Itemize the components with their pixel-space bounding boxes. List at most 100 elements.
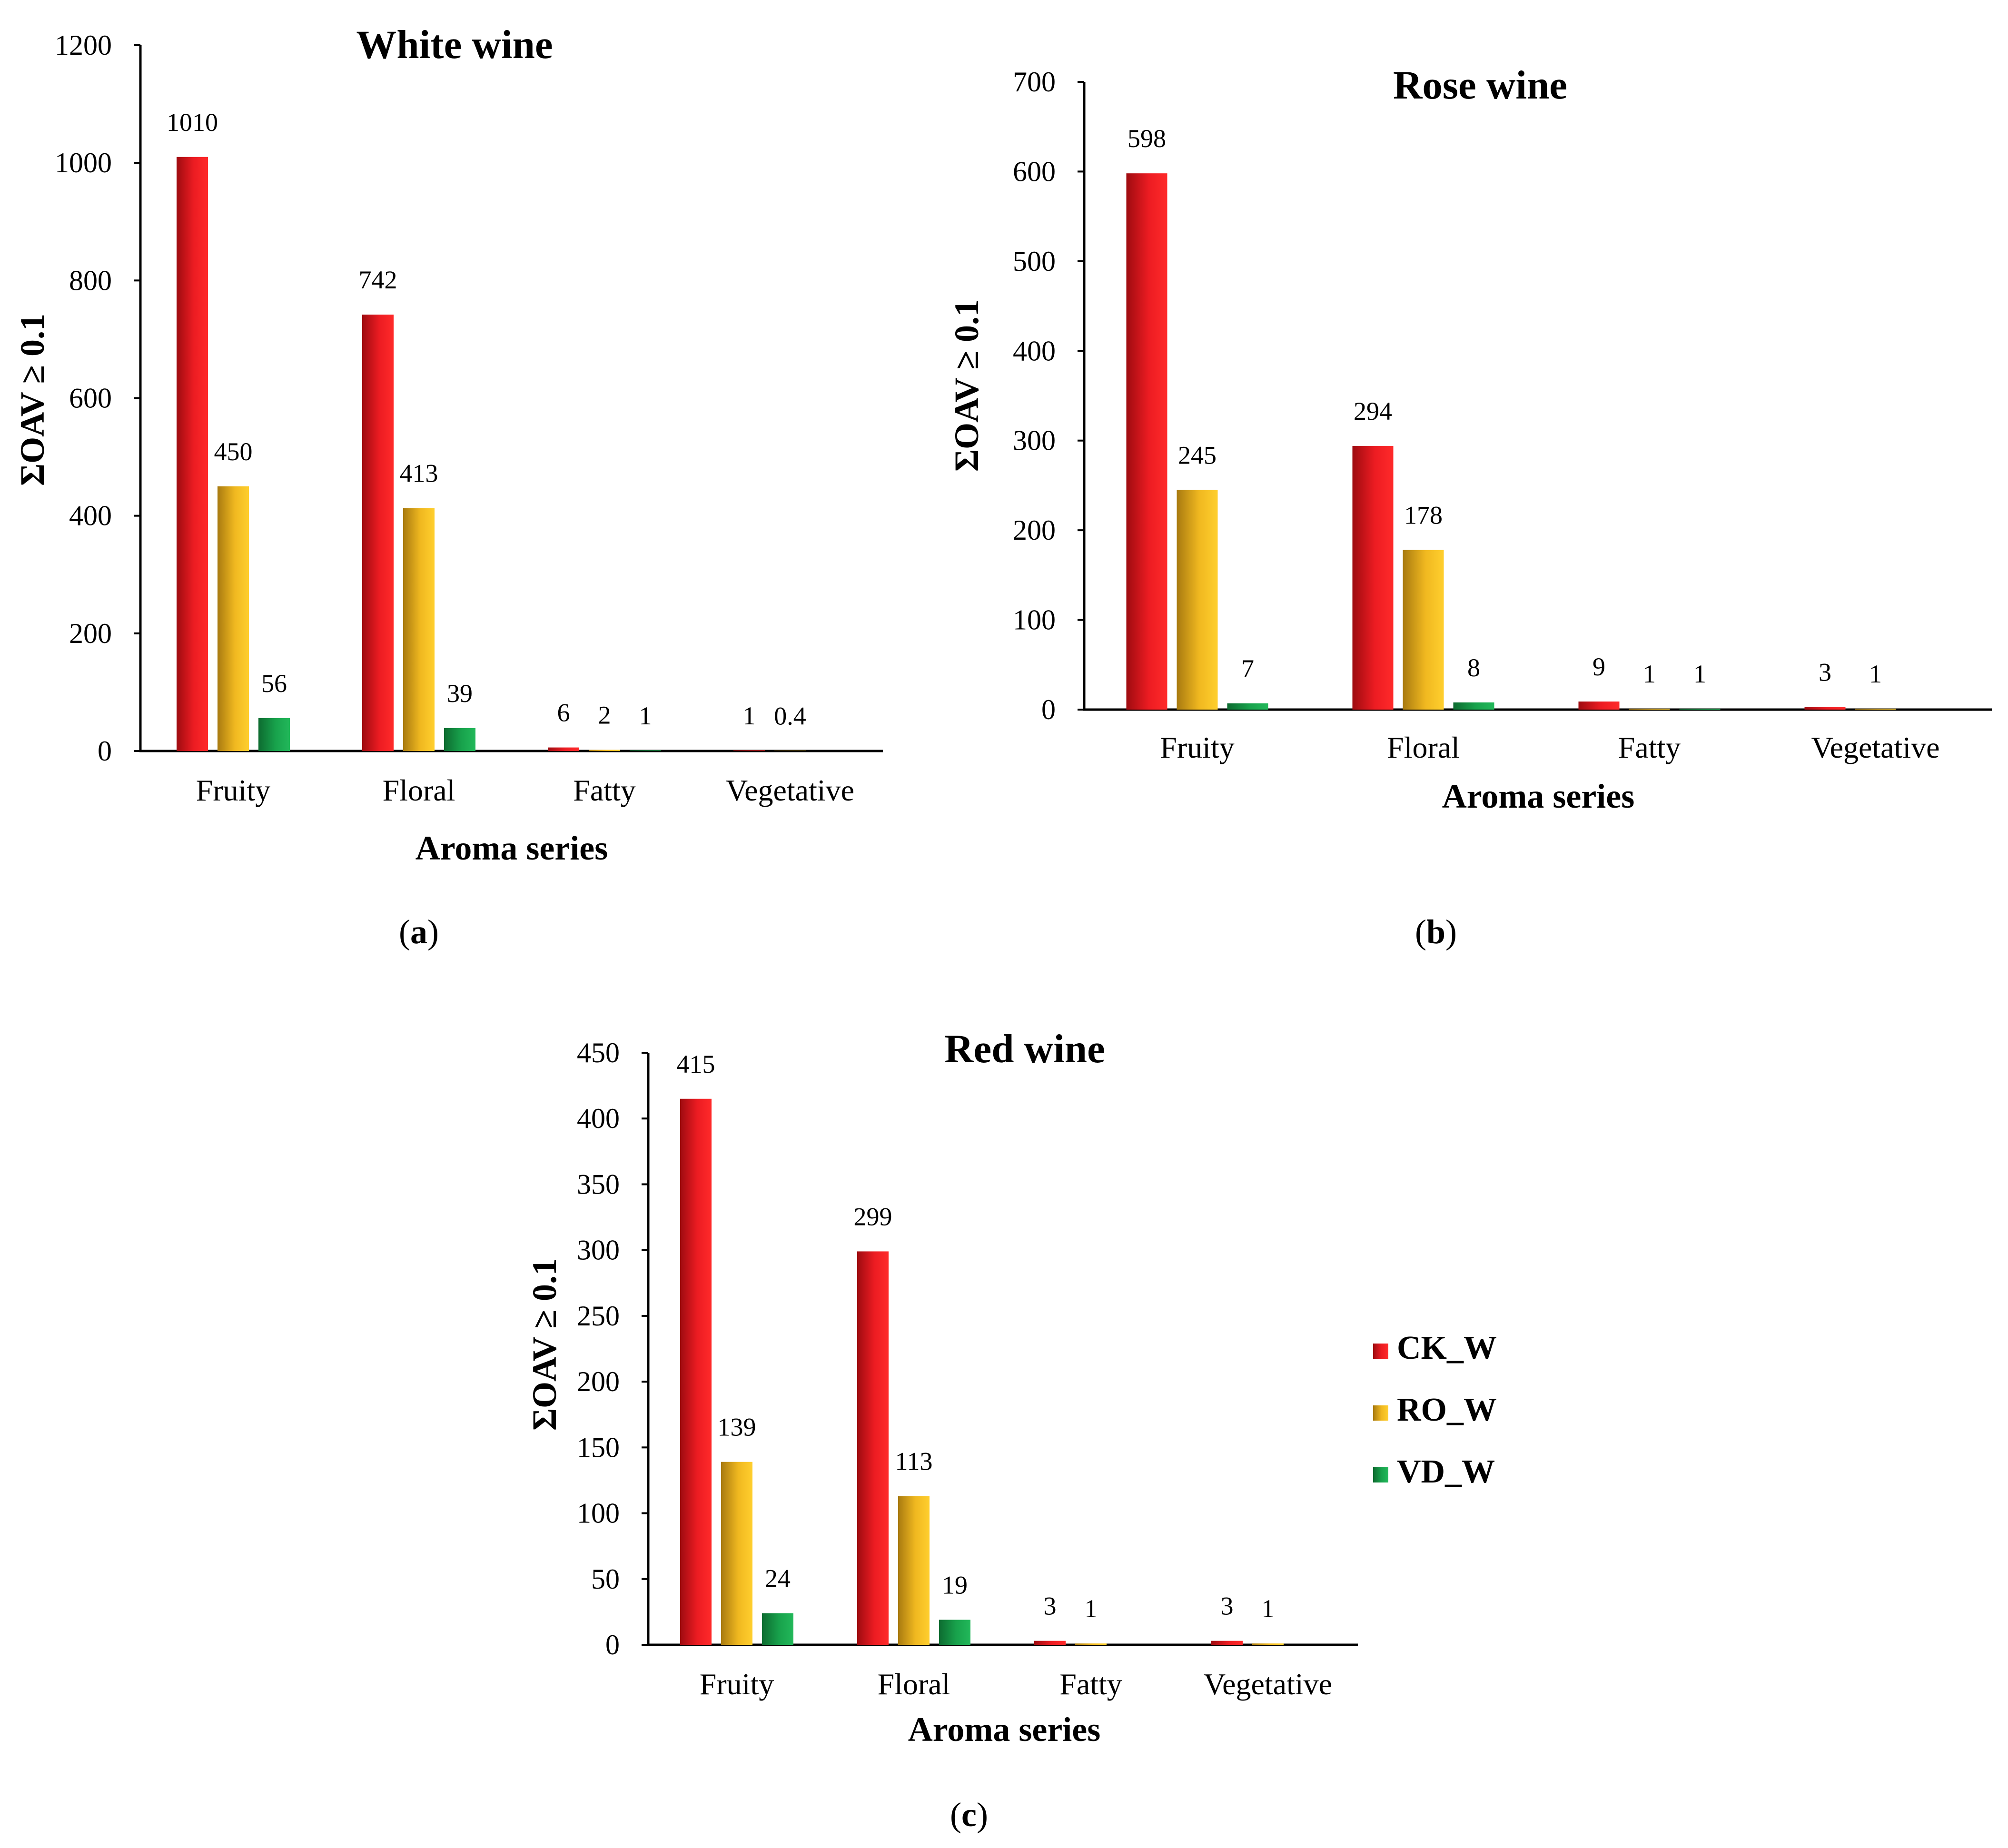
data-label: 1 (1643, 660, 1656, 688)
panel-label-letter: a (410, 913, 427, 951)
x-category-label: Fatty (573, 773, 636, 807)
panel-label-open: ( (399, 913, 410, 951)
bar-ck-w (1034, 1640, 1066, 1645)
y-tick-label: 600 (1013, 156, 1056, 187)
y-tick-label: 1200 (55, 30, 112, 61)
y-tick-label: 0 (1041, 694, 1056, 725)
bar-ck-w (1211, 1640, 1243, 1645)
chart-title: Rose wine (1393, 63, 1567, 108)
data-label: 1 (1869, 660, 1882, 688)
y-tick-label: 800 (69, 265, 112, 296)
data-label: 1 (1262, 1594, 1275, 1623)
data-label: 24 (765, 1564, 791, 1593)
y-tick-label: 200 (1013, 514, 1056, 546)
data-label: 3 (1819, 658, 1831, 686)
legend-item-ro-w: RO_W (1373, 1392, 1497, 1428)
data-label: 39 (447, 679, 473, 708)
y-axis-title: ΣOAV ≥ 0.1 (525, 1258, 564, 1431)
bar-vd-w (1227, 703, 1268, 710)
y-tick-label: 300 (1013, 425, 1056, 456)
panel-label-close: ) (977, 1796, 988, 1834)
y-tick-label: 0 (98, 735, 112, 767)
y-tick-label: 300 (577, 1235, 620, 1266)
x-category-label: Fruity (700, 1667, 774, 1701)
y-tick-label: 0 (605, 1629, 620, 1660)
y-tick-label: 50 (591, 1563, 620, 1595)
x-category-label: Fruity (196, 773, 270, 807)
x-axis-title: Aroma series (415, 829, 608, 867)
data-label: 1 (1693, 660, 1706, 688)
legend-label: VD_W (1397, 1453, 1495, 1490)
data-label: 1 (1085, 1594, 1098, 1623)
panel-label-close: ) (427, 913, 439, 951)
bar-ro-w (1855, 709, 1896, 710)
bar-vd-w (1679, 709, 1721, 710)
data-label: 299 (854, 1202, 892, 1231)
bar-ck-w (1804, 707, 1846, 710)
x-category-label: Fatty (1618, 731, 1681, 764)
panel-label-close: ) (1445, 913, 1457, 951)
panel-label-letter: b (1426, 913, 1445, 951)
bar-ck-w (857, 1251, 889, 1645)
y-tick-label: 400 (577, 1103, 620, 1134)
data-label: 294 (1354, 397, 1392, 425)
data-label: 3 (1044, 1592, 1057, 1621)
x-category-label: Vegetative (726, 773, 854, 807)
bar-vd-w (939, 1620, 970, 1645)
legend-label: RO_W (1397, 1392, 1497, 1428)
data-label: 9 (1593, 652, 1605, 681)
data-label: 598 (1128, 124, 1166, 153)
data-label: 415 (677, 1050, 715, 1078)
bar-vd-w (444, 728, 475, 751)
data-label: 413 (400, 459, 438, 488)
data-label: 113 (895, 1447, 933, 1476)
y-axis-title-main: ΣOAV (525, 1329, 564, 1431)
panel-label-open: ( (1415, 913, 1426, 951)
y-tick-label: 350 (577, 1168, 620, 1200)
x-axis-title: Aroma series (908, 1710, 1101, 1749)
bar-ro-w (218, 486, 249, 751)
panel-label-letter: c (961, 1796, 977, 1834)
data-label: 450 (214, 437, 253, 466)
bar-ro-w (1177, 490, 1218, 710)
panel-label: (b) (1415, 913, 1457, 951)
data-label: 1010 (167, 108, 218, 137)
legend-swatch (1373, 1405, 1388, 1421)
data-label: 1 (743, 702, 756, 730)
y-tick-label: 500 (1013, 246, 1056, 277)
x-category-label: Fruity (1160, 731, 1234, 764)
data-label: 3 (1221, 1592, 1234, 1621)
y-axis-title-main: ΣOAV (13, 384, 51, 486)
data-label: 742 (359, 266, 397, 294)
bar-ck-w (1578, 702, 1620, 710)
y-tick-label: 400 (1013, 335, 1056, 366)
x-category-label: Vegetative (1811, 731, 1939, 764)
x-category-label: Fatty (1059, 1667, 1122, 1701)
bar-ro-w (1075, 1643, 1107, 1645)
data-label: 139 (718, 1413, 756, 1442)
chart-rose: Rose wine 0 100 200 300 400 500 600 700 Fruity 598… (948, 63, 1992, 951)
bar-ck-w (680, 1098, 712, 1645)
data-label: 19 (942, 1571, 968, 1599)
data-label: 245 (1178, 441, 1217, 469)
y-axis-title: ΣOAV ≥ 0.1 (13, 314, 51, 486)
chart-red: Red wine 0 50 100 150 200 250 300 350 400 450 Fruit… (525, 1027, 1358, 1834)
y-tick-label: 250 (577, 1300, 620, 1332)
chart-panels: White wine020040060080010001200Fruity101… (13, 22, 1992, 1834)
y-axis-title: ΣOAV ≥ 0.1 (948, 299, 986, 472)
legend-item-vd-w: VD_W (1373, 1453, 1495, 1490)
bar-ro-w (1252, 1643, 1284, 1645)
y-tick-label: 450 (577, 1037, 620, 1068)
x-category-label: Floral (383, 773, 455, 807)
bar-ck-w (177, 157, 208, 751)
y-tick-label: 100 (1013, 604, 1056, 636)
panel-label-open: ( (950, 1796, 961, 1834)
x-category-label: Vegetative (1204, 1667, 1332, 1701)
data-label: 178 (1404, 501, 1443, 530)
y-tick-label: 150 (577, 1432, 620, 1463)
y-axis-title-sub: ≥ 0.1 (525, 1258, 564, 1329)
y-tick-label: 700 (1013, 66, 1056, 98)
chart-title: Red wine (944, 1027, 1105, 1071)
data-label: 8 (1467, 653, 1480, 682)
